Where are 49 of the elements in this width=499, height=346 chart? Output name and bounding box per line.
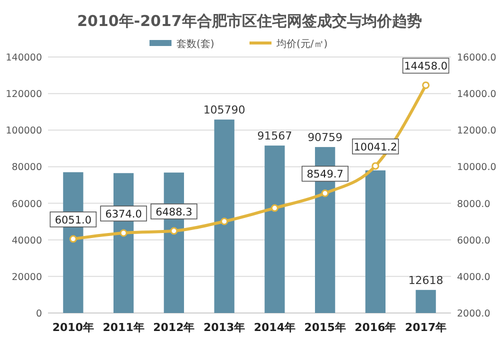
data-label: 91567 bbox=[257, 130, 292, 143]
x-tick-label: 2014年 bbox=[254, 321, 296, 334]
bar bbox=[214, 120, 234, 313]
point bbox=[321, 189, 329, 197]
data-label: 6051.0 bbox=[54, 214, 92, 226]
x-tick-label: 2016年 bbox=[354, 321, 396, 334]
point bbox=[69, 235, 77, 243]
legend-label: 套数(套) bbox=[176, 38, 214, 50]
x-tick-label: 2017年 bbox=[405, 321, 447, 334]
bar bbox=[365, 170, 386, 313]
data-label: 8549.7 bbox=[306, 168, 344, 181]
data-label: 10041.2 bbox=[354, 141, 398, 154]
point bbox=[220, 218, 228, 226]
x-tick-label: 2011年 bbox=[102, 321, 144, 334]
y-tick-label: 0 bbox=[36, 308, 42, 320]
y2-tick-label: 14000.0 bbox=[457, 89, 496, 100]
y2-tick-label: 2000.0 bbox=[457, 308, 490, 320]
x-tick-label: 2013年 bbox=[204, 321, 246, 334]
chart-title: 2010年-2017年合肥市区住宅网签成交与均价趋势 bbox=[77, 12, 422, 30]
data-label: 90759 bbox=[308, 131, 343, 144]
point bbox=[422, 81, 430, 89]
point bbox=[372, 162, 380, 170]
y2-tick-label: 4000.0 bbox=[457, 272, 490, 283]
y2-tick-label: 10000.0 bbox=[457, 162, 496, 174]
x-tick-label: 2012年 bbox=[153, 321, 195, 334]
y-tick-label: 140000 bbox=[6, 52, 42, 64]
data-label: 12618 bbox=[408, 274, 444, 287]
data-label: 14458.0 bbox=[404, 60, 448, 73]
y2-tick-label: 6000.0 bbox=[457, 235, 490, 246]
point bbox=[270, 204, 278, 212]
y-tick-label: 40000 bbox=[12, 235, 42, 246]
y-tick-label: 60000 bbox=[12, 198, 42, 210]
bar bbox=[264, 146, 285, 313]
point bbox=[120, 229, 128, 237]
x-tick-label: 2015年 bbox=[304, 321, 346, 334]
y-tick-label: 120000 bbox=[6, 89, 42, 100]
y-tick-label: 100000 bbox=[6, 126, 42, 137]
point bbox=[170, 227, 178, 235]
y2-tick-label: 12000.0 bbox=[457, 126, 496, 137]
data-label: 6488.3 bbox=[156, 206, 192, 218]
y2-tick-label: 8000.0 bbox=[457, 198, 490, 210]
legend-label: 均价(元/㎡) bbox=[276, 38, 328, 50]
data-label: 105790 bbox=[203, 104, 246, 117]
data-label: 6374.0 bbox=[105, 208, 142, 221]
y-tick-label: 80000 bbox=[12, 162, 42, 174]
x-tick-label: 2010年 bbox=[52, 321, 94, 334]
bar bbox=[416, 290, 436, 313]
y-tick-label: 20000 bbox=[12, 272, 42, 283]
y2-tick-label: 16000.0 bbox=[457, 52, 496, 64]
